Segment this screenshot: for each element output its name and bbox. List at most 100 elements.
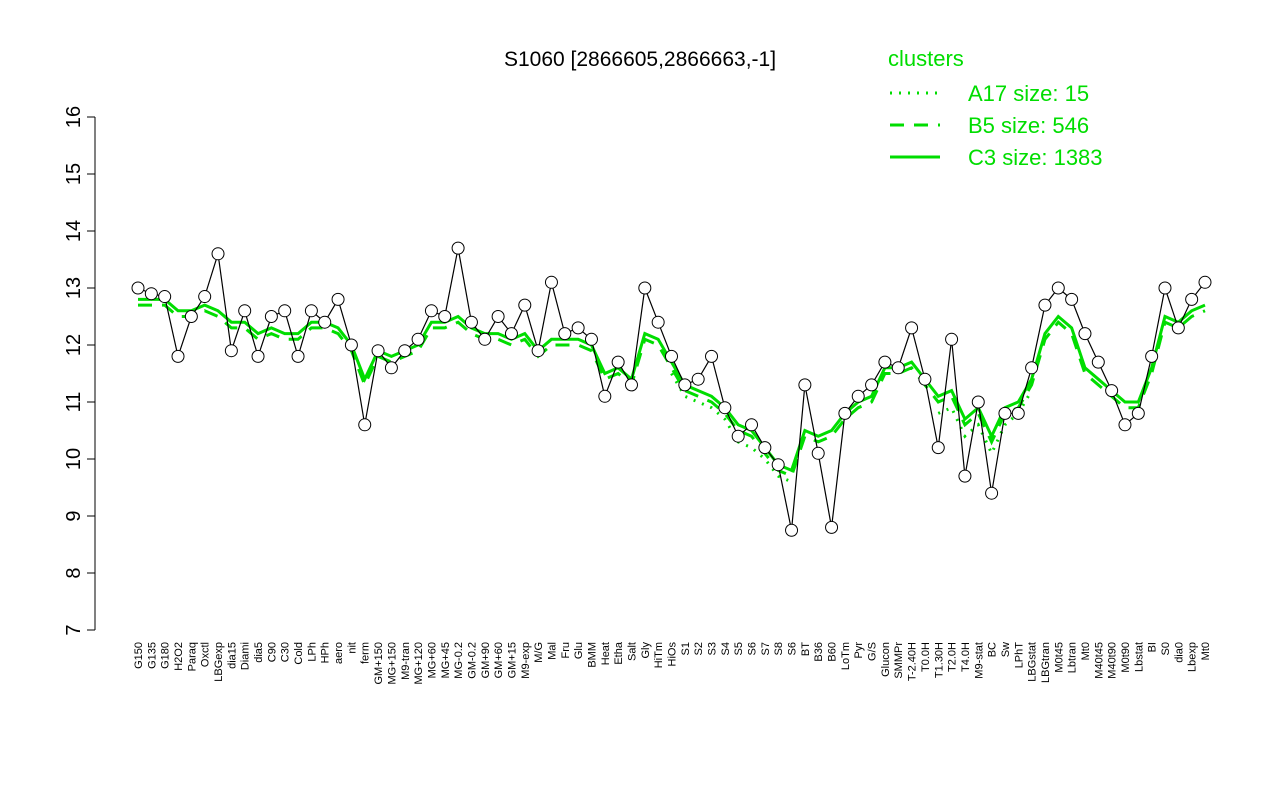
data-point xyxy=(718,401,732,415)
data-point xyxy=(251,349,265,363)
x-tick-label: T0.0H xyxy=(920,642,932,672)
x-tick-label: Lbstat xyxy=(1133,642,1145,672)
x-tick-label: LPh xyxy=(306,642,318,662)
data-point xyxy=(584,332,598,346)
data-point xyxy=(531,344,545,358)
y-tick-label: 7 xyxy=(63,624,85,635)
data-point xyxy=(918,372,932,386)
data-point xyxy=(771,458,785,472)
x-tick-label: Lbexp xyxy=(1187,642,1199,672)
x-tick-label: GM+90 xyxy=(480,642,492,678)
data-point xyxy=(131,281,145,295)
data-point xyxy=(518,298,532,312)
data-point xyxy=(198,290,212,304)
data-point xyxy=(158,290,172,304)
legend-label: B5 size: 546 xyxy=(968,113,1089,138)
y-tick-label: 10 xyxy=(63,448,85,470)
data-point xyxy=(304,304,318,318)
x-tick-label: dia5 xyxy=(253,642,265,663)
data-point xyxy=(371,344,385,358)
data-point xyxy=(1065,292,1079,306)
x-tick-label: S6 xyxy=(787,642,799,655)
data-point xyxy=(438,310,452,323)
x-tick-label: BMM xyxy=(586,642,598,668)
data-point xyxy=(1091,355,1105,369)
data-point xyxy=(384,361,398,375)
data-point xyxy=(558,327,572,341)
data-point xyxy=(411,332,425,346)
data-point xyxy=(1011,406,1025,420)
x-tick-label: M40t90 xyxy=(1107,642,1119,679)
x-tick-label: Paraq xyxy=(186,642,198,671)
data-point xyxy=(958,469,972,483)
x-tick-label: BT xyxy=(800,642,812,656)
data-point xyxy=(358,418,372,432)
y-tick-label: 15 xyxy=(63,163,85,185)
data-point xyxy=(264,310,278,323)
x-tick-label: GM+15 xyxy=(506,642,518,678)
x-tick-label: S1 xyxy=(680,642,692,655)
data-point xyxy=(1158,281,1172,295)
x-tick-label: Fru xyxy=(560,642,572,659)
data-point xyxy=(624,378,638,392)
x-tick-label: MG-0.2 xyxy=(453,642,465,679)
legend-label: C3 size: 1383 xyxy=(968,145,1103,170)
x-tick-label: H2O2 xyxy=(173,642,185,671)
data-point xyxy=(184,310,198,323)
x-tick-label: LoTm xyxy=(840,642,852,670)
data-point xyxy=(998,406,1012,420)
data-point xyxy=(691,372,705,386)
data-point xyxy=(1171,321,1185,335)
x-tick-label: HPh xyxy=(320,642,332,663)
x-tick-label: T-2.40H xyxy=(907,642,919,681)
data-point xyxy=(891,361,905,375)
data-point xyxy=(598,389,612,403)
x-tick-label: nit xyxy=(346,642,358,654)
data-point xyxy=(678,378,692,392)
y-tick-label: 12 xyxy=(63,334,85,356)
data-point xyxy=(651,315,665,329)
data-point xyxy=(1131,406,1145,420)
x-tick-label: Pyr xyxy=(853,642,865,659)
x-tick-label: M/G xyxy=(533,642,545,663)
x-tick-label: Diami xyxy=(240,642,252,670)
x-tick-label: SMMPr xyxy=(893,642,905,679)
x-tick-label: T1.30H xyxy=(933,642,945,678)
x-tick-label: M40t45 xyxy=(1093,642,1105,679)
x-tick-label: BC xyxy=(987,642,999,657)
legend-title: clusters xyxy=(888,46,964,71)
data-point xyxy=(1038,298,1052,312)
data-point xyxy=(1025,361,1039,375)
x-tick-label: Lbtran xyxy=(1067,642,1079,673)
data-point xyxy=(318,315,332,329)
data-point xyxy=(504,327,518,341)
x-tick-label: Glucon xyxy=(880,642,892,677)
data-point xyxy=(1145,349,1159,363)
x-tick-label: S5 xyxy=(733,642,745,655)
data-point xyxy=(331,292,345,306)
data-point xyxy=(171,349,185,363)
data-point xyxy=(544,275,558,289)
y-tick-label: 9 xyxy=(63,510,85,521)
x-tick-label: MG+45 xyxy=(440,642,452,678)
data-point xyxy=(931,441,945,455)
data-point xyxy=(491,310,505,323)
data-point xyxy=(838,406,852,420)
data-point xyxy=(571,321,585,335)
data-point xyxy=(291,349,305,363)
x-tick-label: M9-tran xyxy=(400,642,412,680)
data-point xyxy=(758,441,772,455)
x-tick-label: Mal xyxy=(546,642,558,660)
data-point xyxy=(1105,384,1119,398)
x-tick-label: Etha xyxy=(613,641,625,665)
x-tick-label: B60 xyxy=(827,642,839,662)
data-point xyxy=(424,304,438,318)
data-point xyxy=(144,287,158,301)
data-point xyxy=(851,389,865,403)
x-tick-label: LBGtran xyxy=(1040,642,1052,683)
data-point xyxy=(278,304,292,318)
data-point xyxy=(398,344,412,358)
data-point xyxy=(825,520,839,534)
